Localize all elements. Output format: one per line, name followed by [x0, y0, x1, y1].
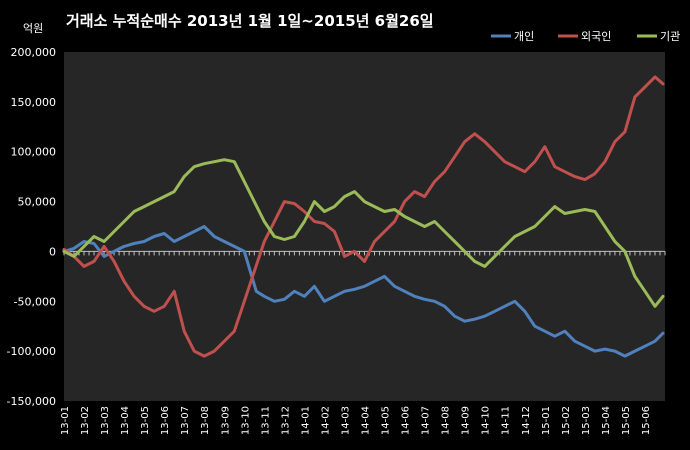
- y-tick-label: 150,000: [11, 96, 57, 109]
- legend-label: 기관: [660, 30, 680, 43]
- series-lines: [62, 75, 665, 358]
- y-tick-label: 0: [49, 245, 56, 258]
- x-tick-label: 14-03: [340, 406, 351, 435]
- x-tick-label: 13-10: [240, 406, 251, 435]
- x-tick-label: 13-06: [160, 406, 171, 435]
- x-tick-label: 15-06: [641, 406, 652, 435]
- x-tick-label: 13-08: [200, 406, 211, 435]
- y-tick-label: -150,000: [7, 395, 56, 408]
- x-tick-label: 13-03: [100, 406, 111, 435]
- y-tick-label: 50,000: [18, 196, 57, 209]
- x-tick-label: 14-02: [320, 406, 331, 435]
- x-tick-label: 13-11: [260, 406, 271, 435]
- x-tick-label: 15-03: [581, 406, 592, 435]
- plot-area: [64, 52, 665, 401]
- x-tick-label: 15-04: [601, 406, 612, 435]
- x-tick-label: 14-07: [421, 406, 432, 435]
- x-tick-label: 15-02: [561, 406, 572, 435]
- series-line: [62, 225, 665, 358]
- legend-label: 개인: [514, 30, 534, 43]
- x-tick-label: 13-07: [180, 406, 191, 435]
- x-tick-label: 13-05: [140, 406, 151, 435]
- x-tick-label: 13-12: [280, 406, 291, 435]
- y-tick-label: 100,000: [11, 146, 57, 159]
- x-axis-minor-ticks: [63, 251, 666, 256]
- x-tick-label: 13-09: [220, 406, 231, 435]
- x-axis: 13-01 13-02 13-03 13-04 13-05 13-06 13-07 13-08…: [60, 406, 652, 435]
- x-tick-label: 15-05: [621, 406, 632, 435]
- x-tick-label: 14-12: [521, 406, 532, 435]
- x-tick-label: 15-01: [541, 406, 552, 435]
- x-tick-label: 14-05: [381, 406, 392, 435]
- legend-label: 외국인: [581, 30, 611, 43]
- legend: 개인 외국인 기관: [491, 30, 680, 43]
- x-tick-label: 14-09: [461, 406, 472, 435]
- chart-title: 거래소 누적순매수 2013년 1월 1일~2015년 6월26일: [66, 12, 434, 30]
- x-tick-label: 13-04: [120, 406, 131, 435]
- y-tick-label: -50,000: [14, 295, 56, 308]
- x-tick-label: 14-04: [361, 406, 372, 435]
- x-tick-label: 14-11: [501, 406, 512, 435]
- x-tick-label: 13-01: [60, 406, 71, 435]
- x-tick-label: 14-06: [401, 406, 412, 435]
- x-tick-label: 14-10: [481, 406, 492, 435]
- x-tick-label: 14-01: [300, 406, 311, 435]
- unit-label: 억원: [23, 22, 43, 35]
- y-axis: 200,000 150,000 100,000 50,000 0 -50,000 -100,…: [7, 46, 56, 408]
- y-tick-label: -100,000: [7, 345, 56, 358]
- y-tick-label: 200,000: [11, 46, 57, 59]
- x-tick-label: 14-08: [441, 406, 452, 435]
- x-tick-label: 13-02: [80, 406, 91, 435]
- series-line: [62, 75, 665, 358]
- series-line: [62, 158, 665, 308]
